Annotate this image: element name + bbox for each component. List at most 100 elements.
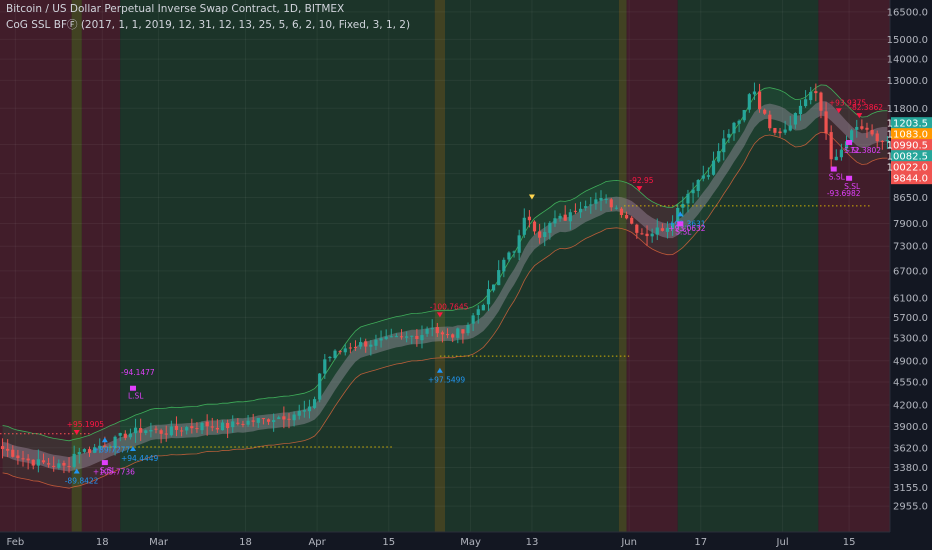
candle-body bbox=[558, 215, 562, 219]
candle-body bbox=[665, 227, 670, 232]
candle-body bbox=[425, 328, 429, 334]
buy-signal-label: +89.7277 bbox=[93, 445, 131, 454]
candle-body bbox=[548, 222, 552, 233]
candle-body bbox=[497, 270, 501, 286]
candle-body bbox=[154, 428, 158, 430]
candle-body bbox=[686, 193, 690, 204]
candle-body bbox=[584, 206, 588, 208]
candle-body bbox=[16, 455, 20, 459]
candle-body bbox=[200, 422, 204, 431]
candle-body bbox=[272, 420, 276, 422]
candle-body bbox=[133, 427, 138, 434]
stop-loss-icon bbox=[101, 460, 108, 466]
candle-body bbox=[466, 324, 470, 334]
candle-body bbox=[696, 180, 700, 191]
candle-body bbox=[353, 346, 358, 348]
price-tag bbox=[891, 117, 932, 130]
candle-body bbox=[190, 426, 194, 429]
candle-body bbox=[870, 129, 874, 135]
sell-arrow-icon bbox=[856, 113, 863, 119]
candle-body bbox=[502, 259, 506, 272]
candle-body bbox=[405, 336, 409, 338]
candle-body bbox=[57, 463, 61, 468]
buy-arrow-icon bbox=[129, 445, 136, 451]
candle-body bbox=[875, 133, 879, 142]
symbol-title[interactable]: Bitcoin / US Dollar Perpetual Inverse Sw… bbox=[6, 3, 345, 15]
price-tag bbox=[891, 128, 932, 141]
candle-body bbox=[169, 426, 173, 436]
candle-body bbox=[328, 356, 332, 359]
candle-body bbox=[312, 399, 317, 408]
candle-body bbox=[798, 105, 803, 115]
candle-body bbox=[246, 420, 250, 425]
candle-body bbox=[834, 156, 838, 161]
time-tick-label: Mar bbox=[149, 537, 169, 548]
candle-body bbox=[635, 224, 639, 233]
sell-signal-label: +95.1905 bbox=[67, 420, 105, 429]
candle-body bbox=[394, 336, 399, 338]
candle-body bbox=[517, 235, 521, 253]
candle-body bbox=[103, 445, 107, 447]
candle-body bbox=[681, 204, 685, 208]
price-tick-label: 4550.0 bbox=[893, 378, 928, 389]
candle-body bbox=[773, 127, 777, 133]
price-tag-label: 9844.0 bbox=[893, 174, 928, 185]
price-tick-label: 8650.0 bbox=[893, 193, 928, 204]
candle-body bbox=[220, 422, 225, 431]
candle-body bbox=[0, 446, 5, 449]
candle-body bbox=[374, 339, 378, 346]
price-tag-label: 10082.5 bbox=[887, 152, 928, 163]
sell-signal-label: +93.9375 bbox=[829, 98, 867, 107]
candle-body bbox=[72, 453, 76, 467]
candle-body bbox=[179, 430, 184, 432]
candle-body bbox=[706, 175, 711, 177]
candle-body bbox=[149, 429, 153, 432]
candle-body bbox=[420, 335, 424, 341]
candle-body bbox=[538, 231, 542, 238]
candle-body bbox=[783, 129, 787, 133]
candle-body bbox=[6, 448, 10, 451]
stop-value-label: -72.3802 bbox=[847, 146, 881, 155]
candle-body bbox=[343, 348, 347, 353]
stop-value-label: +105.7736 bbox=[93, 467, 135, 476]
study-legend[interactable]: CoG SSL BFⒻ (2017, 1, 1, 2019, 12, 31, 1… bbox=[6, 19, 411, 31]
candle-body bbox=[640, 233, 644, 235]
candle-body bbox=[614, 207, 618, 209]
candle-body bbox=[650, 233, 654, 237]
candle-body bbox=[691, 189, 695, 194]
candle-body bbox=[266, 419, 271, 422]
regime-band-bear bbox=[626, 0, 678, 532]
time-tick-label: Jul bbox=[776, 537, 789, 548]
candle-body bbox=[261, 418, 266, 420]
price-tick-label: 5300.0 bbox=[893, 334, 928, 345]
stop-loss-icon bbox=[129, 385, 136, 391]
sell-signal-label: -100.7645 bbox=[430, 302, 469, 311]
time-tick-label: 18 bbox=[96, 537, 109, 548]
candle-body bbox=[885, 140, 890, 142]
candle-body bbox=[630, 217, 634, 224]
candle-body bbox=[757, 91, 762, 110]
candle-body bbox=[174, 425, 179, 430]
candle-body bbox=[763, 109, 767, 114]
buy-signal-label: +92.3631 bbox=[668, 219, 706, 228]
candle-body bbox=[512, 251, 516, 253]
price-tag bbox=[891, 172, 932, 185]
candle-body bbox=[399, 336, 404, 338]
candle-body bbox=[804, 99, 808, 107]
buy-arrow-icon bbox=[436, 367, 443, 373]
candle-body bbox=[768, 114, 772, 129]
stop-value-label: -94.1477 bbox=[121, 368, 155, 377]
candle-body bbox=[809, 91, 813, 101]
buy-signal-label: -89.8422 bbox=[65, 476, 99, 485]
regime-band-neutral bbox=[434, 0, 445, 532]
candle-body bbox=[323, 359, 327, 374]
candle-body bbox=[384, 336, 388, 340]
candle-body bbox=[31, 459, 35, 466]
candle-body bbox=[307, 406, 312, 412]
candle-body bbox=[778, 131, 782, 134]
time-tick-label: May bbox=[460, 537, 481, 548]
candle-body bbox=[98, 445, 102, 449]
candle-body bbox=[159, 430, 163, 434]
price-tick-label: 16500.0 bbox=[887, 7, 928, 18]
